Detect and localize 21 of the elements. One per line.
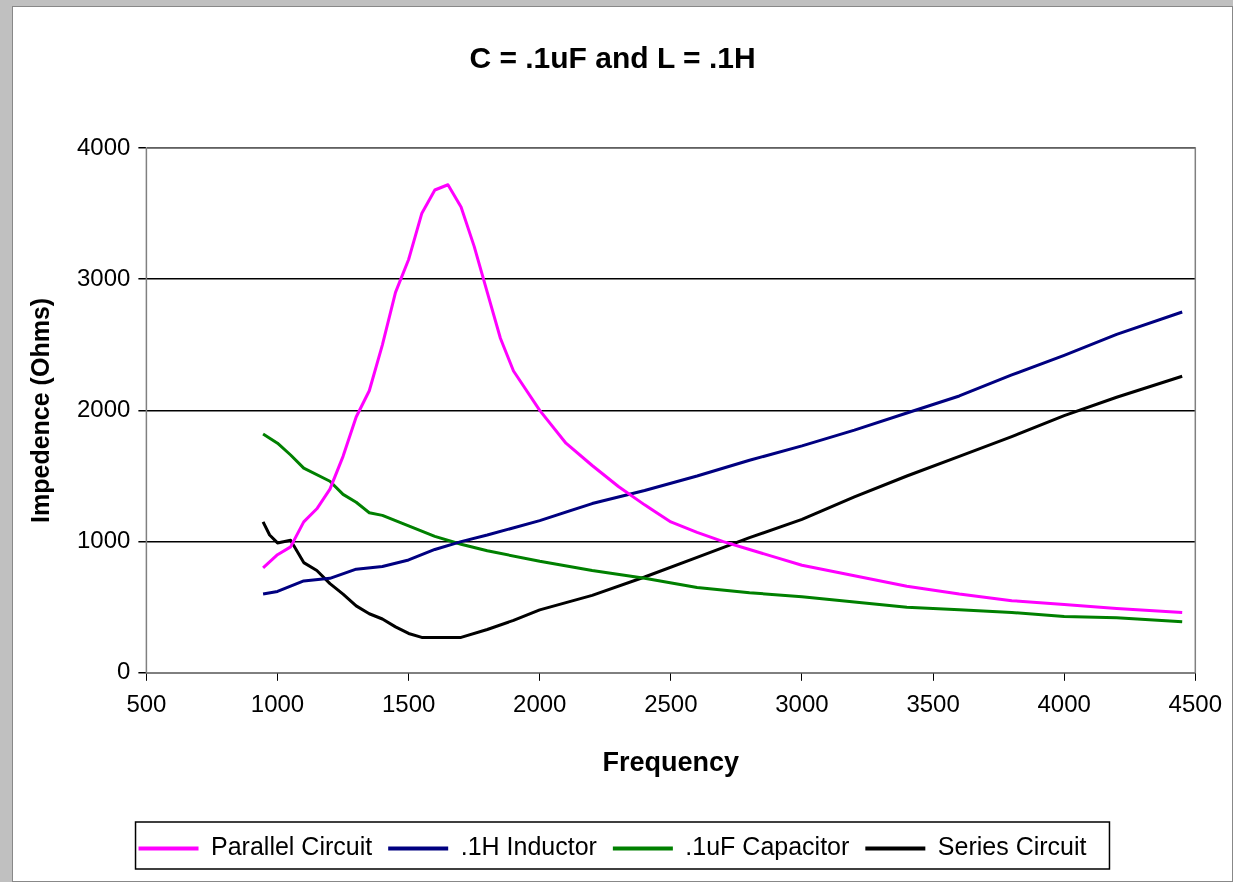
- x-tick-label: 4000: [1037, 689, 1091, 717]
- chart-title: C = .1uF and L = .1H: [469, 41, 756, 75]
- legend-label: Series Circuit: [937, 832, 1087, 861]
- y-tick-label: 2000: [77, 395, 131, 423]
- x-tick-label: 2500: [644, 689, 698, 717]
- y-tick-label: 1000: [77, 526, 131, 554]
- legend-label: .1uF Capacitor: [685, 832, 850, 861]
- x-tick-label: 1000: [250, 689, 305, 717]
- x-tick-label: 3000: [775, 689, 829, 717]
- y-tick-label: 3000: [77, 263, 131, 291]
- x-tick-label: 1500: [381, 689, 436, 717]
- x-tick-label: 500: [126, 689, 167, 717]
- legend-label: .1H Inductor: [460, 832, 597, 861]
- y-tick-label: 4000: [77, 132, 131, 160]
- x-tick-label: 4500: [1168, 689, 1222, 717]
- y-tick-label: 0: [117, 657, 131, 685]
- x-tick-label: 2000: [513, 689, 567, 717]
- x-axis-title: Frequency: [602, 747, 740, 778]
- x-tick-label: 3500: [906, 689, 960, 717]
- y-axis-title: Impedence (Ohms): [25, 297, 54, 523]
- legend-label: Parallel Circuit: [211, 832, 373, 861]
